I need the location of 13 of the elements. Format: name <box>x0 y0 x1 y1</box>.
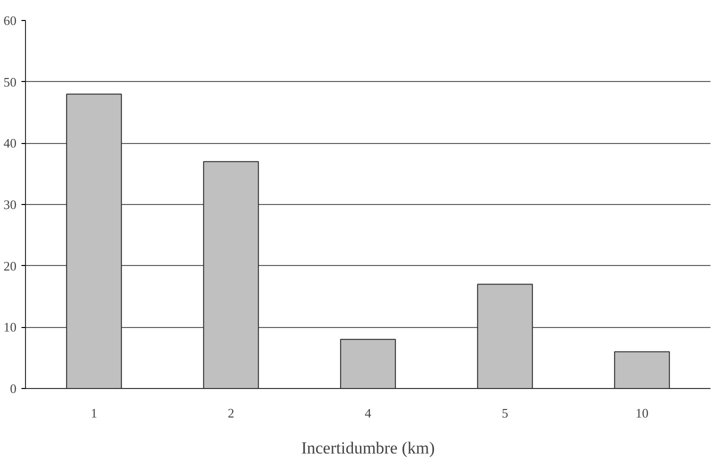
y-tick-label: 10 <box>4 320 16 335</box>
y-tick-label: 40 <box>4 136 16 151</box>
x-tick-label: 10 <box>636 406 648 420</box>
y-tick-label: 60 <box>4 13 16 28</box>
x-tick-label: 5 <box>502 406 508 420</box>
x-tick-label: 1 <box>90 406 98 420</box>
y-tick-label: 50 <box>4 74 16 90</box>
y-tick-label: 30 <box>4 197 16 212</box>
x-tick-label: 4 <box>364 406 372 420</box>
y-tick-label: 20 <box>4 258 16 274</box>
y-tick-label: 0 <box>10 381 16 396</box>
x-tick-label: 2 <box>228 406 234 420</box>
x-axis-title: Incertidumbre (km) <box>301 438 435 458</box>
